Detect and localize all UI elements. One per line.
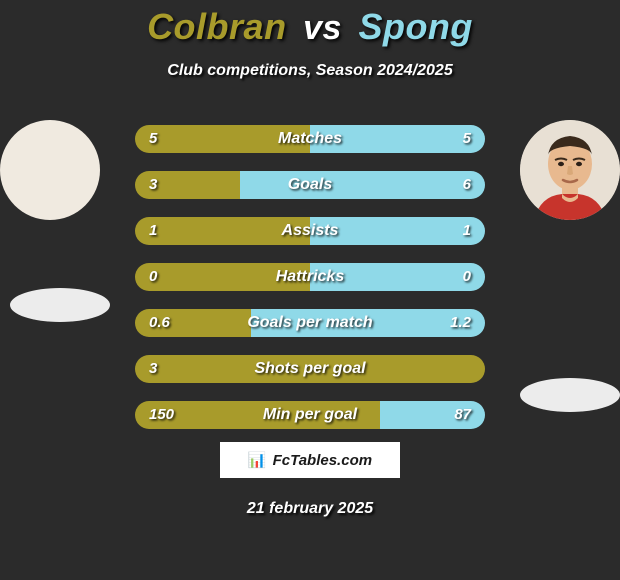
bar-fill-left <box>135 263 310 291</box>
stat-value-left: 3 <box>149 355 157 383</box>
stat-row: 15087Min per goal <box>135 401 485 429</box>
bar-fill-right <box>310 125 485 153</box>
stat-value-left: 0 <box>149 263 157 291</box>
stat-row: 0.61.2Goals per match <box>135 309 485 337</box>
stat-value-right: 1 <box>463 217 471 245</box>
stat-row: 00Hattricks <box>135 263 485 291</box>
watermark: 📊 FcTables.com <box>220 442 400 478</box>
chart-icon: 📊 <box>248 451 267 469</box>
date-text: 21 february 2025 <box>0 500 620 518</box>
stat-value-right: 6 <box>463 171 471 199</box>
stat-value-left: 1 <box>149 217 157 245</box>
watermark-text: FcTables.com <box>273 452 372 469</box>
stat-value-right: 1.2 <box>450 309 471 337</box>
bar-fill-left <box>135 355 485 383</box>
stat-value-right: 5 <box>463 125 471 153</box>
stat-row: 55Matches <box>135 125 485 153</box>
stats-bars: 55Matches36Goals11Assists00Hattricks0.61… <box>135 125 485 447</box>
bar-fill-right <box>240 171 485 199</box>
stat-value-right: 0 <box>463 263 471 291</box>
subtitle: Club competitions, Season 2024/2025 <box>0 62 620 80</box>
stat-value-left: 5 <box>149 125 157 153</box>
bar-fill-right <box>310 217 485 245</box>
vs-text: vs <box>297 9 348 47</box>
stat-row: 36Goals <box>135 171 485 199</box>
player2-avatar <box>520 120 620 220</box>
bar-fill-right <box>310 263 485 291</box>
stat-value-left: 150 <box>149 401 174 429</box>
bar-fill-left <box>135 125 310 153</box>
player2-avatar-svg <box>520 120 620 220</box>
stat-row: 3Shots per goal <box>135 355 485 383</box>
player2-name: Spong <box>358 6 472 47</box>
stat-value-right: 87 <box>454 401 471 429</box>
stat-value-left: 3 <box>149 171 157 199</box>
player1-club-badge <box>10 288 110 322</box>
comparison-title: Colbran vs Spong <box>0 0 620 48</box>
player2-club-badge <box>520 378 620 412</box>
player1-avatar <box>0 120 100 220</box>
stat-row: 11Assists <box>135 217 485 245</box>
player1-name: Colbran <box>147 6 287 47</box>
stat-value-left: 0.6 <box>149 309 170 337</box>
bar-fill-left <box>135 217 310 245</box>
